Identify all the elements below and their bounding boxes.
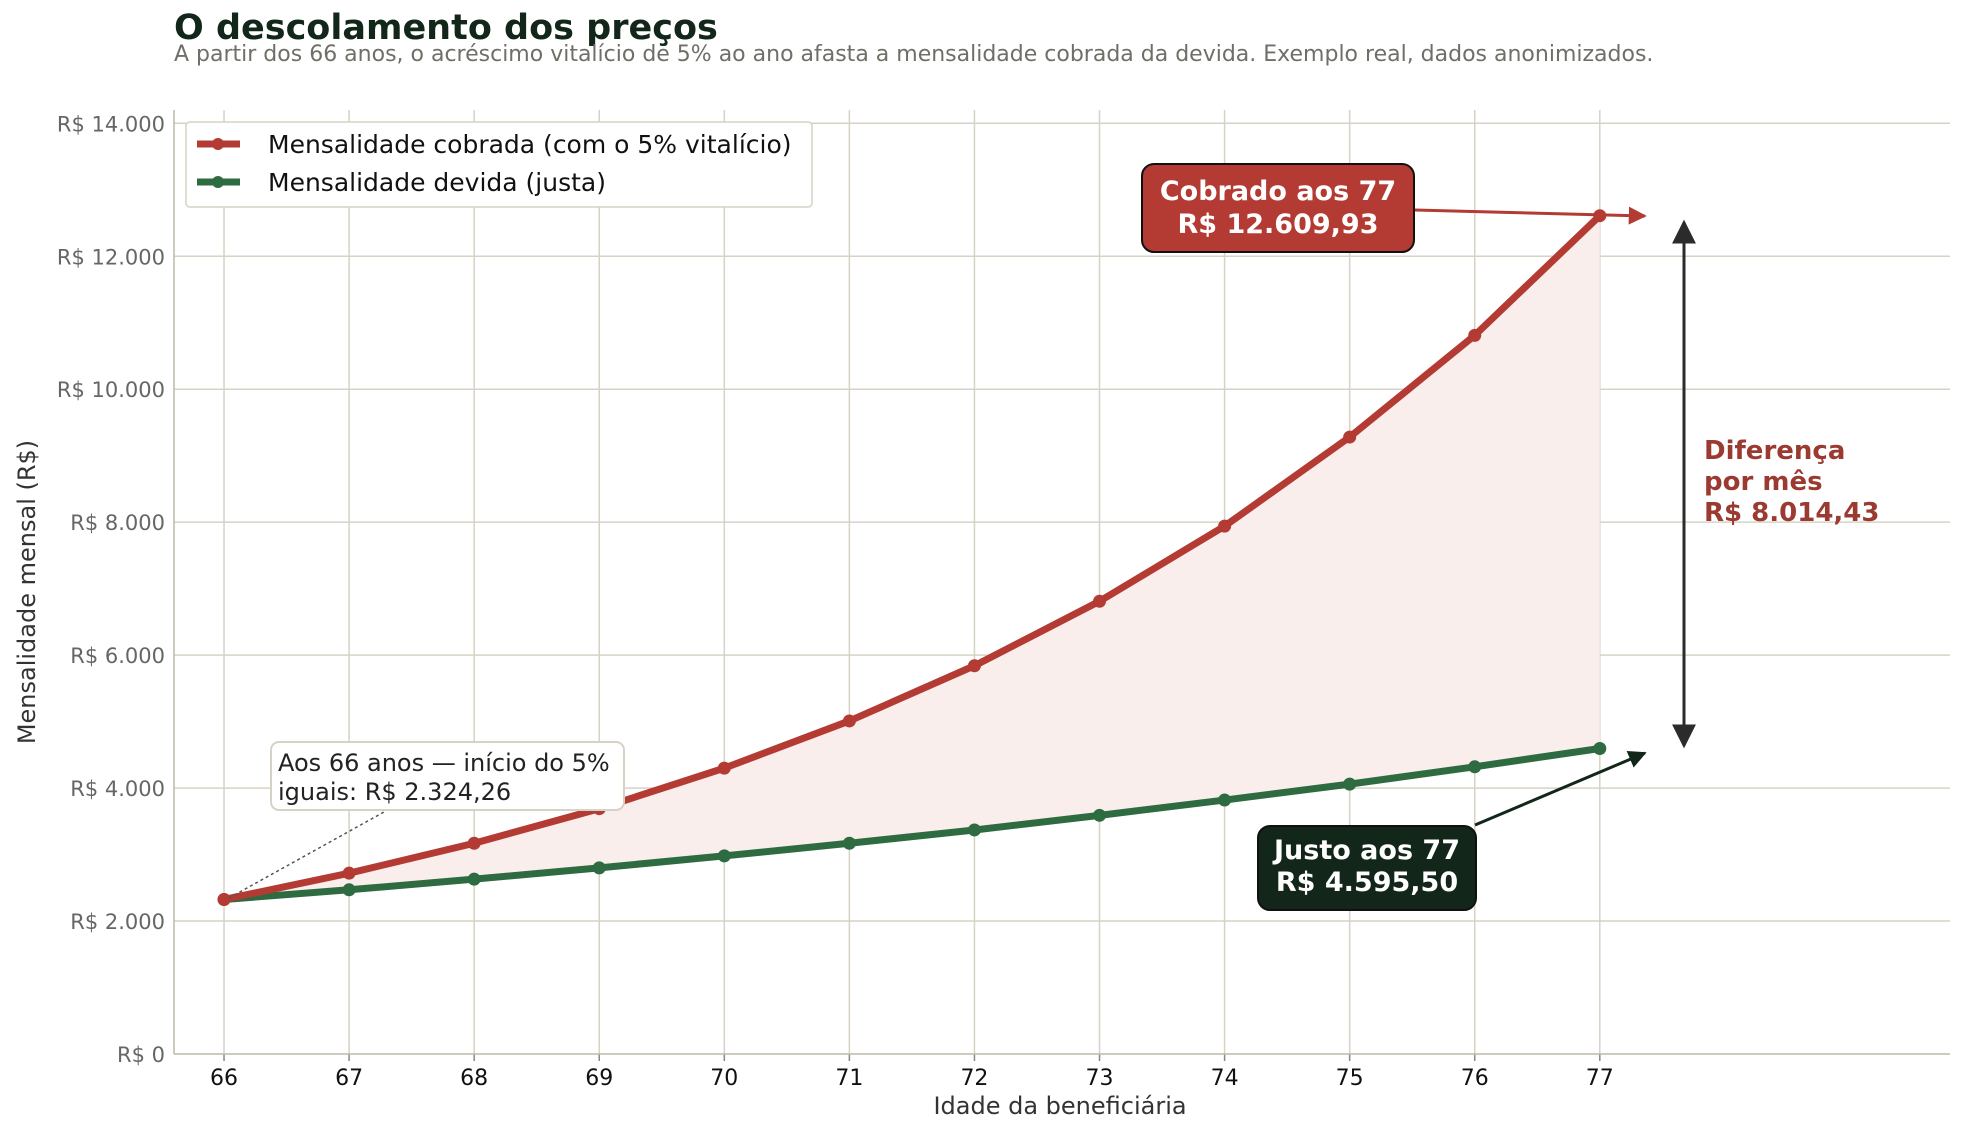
data-point-fair [967,823,981,837]
x-tick-label: 73 [1086,1066,1114,1091]
data-point-charged [1468,328,1482,342]
y-tick-label: R$ 4.000 [70,777,165,801]
annotation-charged-line1: Cobrado aos 77 [1160,176,1396,207]
annotation-fair-end: Justo aos 77 R$ 4.595,50 [1257,751,1647,911]
legend-item-charged: Mensalidade cobrada (com o 5% vitalício) [197,130,792,159]
x-tick-label: 72 [960,1066,988,1091]
data-point-fair [842,836,856,850]
data-point-fair [1218,793,1232,807]
legend-marker-charged [212,138,224,150]
legend: Mensalidade cobrada (com o 5% vitalício)… [185,121,813,208]
annotation-difference: Diferença por mês R$ 8.014,43 [1672,219,1879,749]
annotation-charged-arrow [1414,206,1647,225]
x-tick-label: 68 [460,1066,488,1091]
y-tick-label: R$ 6.000 [70,644,165,668]
annotation-fair-line1: Justo aos 77 [1272,835,1460,866]
data-point-fair [467,872,481,886]
legend-item-fair: Mensalidade devida (justa) [197,168,606,197]
y-tick-label: R$ 0 [117,1043,165,1067]
x-tick-label: 69 [585,1066,613,1091]
data-point-charged [1343,430,1357,444]
annotation-start: Aos 66 anos — início do 5% iguais: R$ 2.… [228,741,625,899]
data-point-fair [717,849,731,863]
annotation-charged-line2: R$ 12.609,93 [1178,209,1379,240]
annotation-start-line1: Aos 66 anos — início do 5% [278,749,610,777]
series-line-charged [220,212,1604,903]
data-point-charged [1218,519,1232,533]
x-tick-label: 75 [1336,1066,1364,1091]
x-tick-label: 77 [1586,1066,1614,1091]
tick-labels: R$ 0 R$ 2.000 R$ 4.000 R$ 6.000 R$ 8.000 R$ 1… [57,112,1614,1091]
chart-subtitle: A partir dos 66 anos, o acréscimo vitalí… [174,42,1654,67]
annotation-start-line2: iguais: R$ 2.324,26 [278,778,511,806]
annotation-charged-box [1141,163,1415,253]
legend-marker-fair [212,176,224,188]
legend-label-charged: Mensalidade cobrada (com o 5% vitalício) [268,130,792,159]
data-point-charged [1093,594,1107,608]
annotation-fair-line2: R$ 4.595,50 [1276,867,1458,898]
difference-line3: R$ 8.014,43 [1704,498,1879,528]
y-tick-label: R$ 8.000 [70,511,165,535]
x-tick-label: 67 [335,1066,363,1091]
data-point-fair [1468,760,1482,774]
data-point-fair [342,883,356,897]
data-point-fair [1593,741,1607,755]
data-point-charged [967,659,981,673]
data-point-charged [217,892,231,906]
data-point-fair [1093,808,1107,822]
data-point-charged [842,714,856,728]
annotation-charged-end: Cobrado aos 77 R$ 12.609,93 [1141,163,1647,253]
series-layer [217,209,1607,906]
x-tick-label: 70 [710,1066,738,1091]
annotation-start-box [270,741,625,811]
series-line-fair [220,744,1604,903]
difference-area [224,215,1600,900]
data-point-charged [342,866,356,880]
chart-title: O descolamento dos preços [174,8,718,48]
y-tick-label: R$ 2.000 [70,910,165,934]
x-tick-label: 76 [1461,1066,1489,1091]
x-axis-label: Idade da beneficiária [933,1092,1186,1120]
y-axis-label: Mensalidade mensal (R$) [13,440,41,744]
data-point-charged [717,761,731,775]
data-point-charged [467,836,481,850]
difference-line1: Diferença [1704,436,1845,466]
difference-line2: por mês [1704,467,1823,497]
y-tick-label: R$ 12.000 [57,245,165,269]
data-point-fair [592,861,606,875]
x-tick-label: 71 [835,1066,863,1091]
annotation-fair-arrow [1474,751,1647,827]
x-tick-label: 66 [210,1066,238,1091]
legend-label-fair: Mensalidade devida (justa) [268,168,606,197]
x-tick-label: 74 [1211,1066,1239,1091]
annotation-fair-box [1257,825,1477,911]
y-tick-label: R$ 14.000 [57,112,165,136]
axes [173,110,1950,1061]
data-point-fair [1343,777,1357,791]
y-tick-label: R$ 10.000 [57,378,165,402]
